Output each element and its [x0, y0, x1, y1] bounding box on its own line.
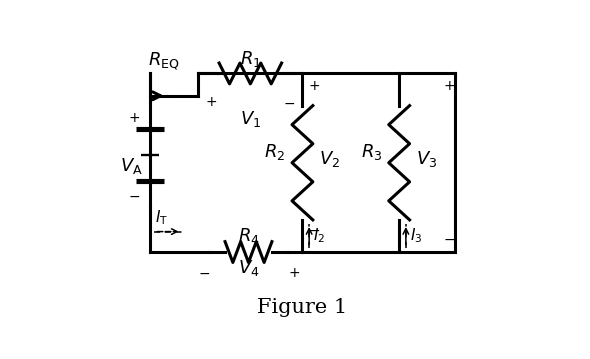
- Text: $R_2$: $R_2$: [264, 141, 286, 162]
- Text: $-$: $-$: [307, 223, 320, 237]
- Text: $+$: $+$: [443, 79, 455, 93]
- Text: $+$: $+$: [128, 111, 140, 125]
- Text: $-$: $-$: [128, 189, 140, 203]
- Text: $-$: $-$: [198, 266, 210, 280]
- Text: Figure 1: Figure 1: [257, 298, 348, 317]
- Text: $I_\mathrm{T}$: $I_\mathrm{T}$: [155, 209, 168, 227]
- Text: $V_\mathrm{A}$: $V_\mathrm{A}$: [120, 157, 143, 177]
- Text: $V_1$: $V_1$: [240, 109, 261, 129]
- Text: $I_3$: $I_3$: [409, 227, 422, 245]
- Text: $R_1$: $R_1$: [240, 49, 261, 69]
- Text: $I_2$: $I_2$: [313, 227, 325, 245]
- Text: $V_4$: $V_4$: [238, 258, 259, 278]
- Text: $V_2$: $V_2$: [319, 149, 340, 169]
- Text: $+$: $+$: [288, 266, 300, 280]
- Text: $R_\mathrm{EQ}$: $R_\mathrm{EQ}$: [148, 50, 180, 71]
- Text: $-$: $-$: [283, 95, 296, 109]
- Text: $R_4$: $R_4$: [238, 227, 260, 247]
- Text: $+$: $+$: [205, 95, 217, 109]
- Text: $V_3$: $V_3$: [416, 149, 437, 169]
- Text: $+$: $+$: [307, 79, 320, 93]
- Text: $R_3$: $R_3$: [361, 141, 382, 162]
- Text: $-$: $-$: [443, 232, 455, 246]
